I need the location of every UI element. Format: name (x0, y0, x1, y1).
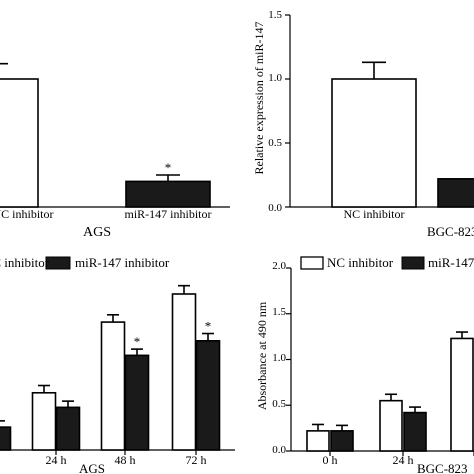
panel-d-y-label: Absorbance at 490 nm (255, 301, 269, 410)
panel-a-bar-label-mir: miR-147 inhibitor (125, 207, 212, 221)
panel-d-legend-label-nc: NC inhibitor (327, 255, 394, 270)
panel-d-x-tick-0: 0 h (323, 453, 338, 467)
panel-c-legend-swatch-miR (45, 256, 71, 270)
panel-d-bar-s0-1 (379, 399, 403, 452)
panel-d-y-tick-4: 2.0 (272, 260, 286, 272)
panel-a-bar-1 (125, 180, 211, 208)
panel-a-bar-0 (0, 78, 39, 208)
panel-a: NC inhibitor miR-147 inhibitor AGS * (0, 62, 230, 240)
panel-b-bar-0 (331, 78, 417, 208)
panel-b: Relative expression of miR-147 0.0 0.5 1… (252, 9, 474, 239)
panel-c-bar-s0-3 (171, 293, 197, 451)
panel-d-y-tick-3: 1.5 (272, 306, 286, 318)
panel-c-bar-s1-1 (55, 406, 81, 451)
panel-c-bar-s0-2 (100, 321, 126, 451)
panel-d-group-label: BGC-823 (417, 461, 468, 474)
panel-d-y-tick-2: 1.0 (272, 352, 286, 364)
panel-d-x-tick-1: 24 h (393, 453, 414, 467)
panel-b-y-tick-1: 0.5 (268, 137, 282, 149)
panel-b-y-label: Relative expression of miR-147 (252, 22, 266, 175)
panel-d-bar-s1-0 (330, 430, 354, 452)
panel-a-bar-label-nc: NC inhibitor (0, 207, 54, 221)
panel-c-significance-3: * (205, 319, 212, 334)
panel-d-legend-label-mir: miR-147 inhibitor (428, 255, 474, 270)
panel-d-y-tick-1: 0.5 (272, 398, 286, 410)
panel-b-bar-1 (437, 178, 474, 208)
panel-d-y-tick-0: 0.0 (272, 444, 286, 456)
panel-d: NC inhibitor miR-147 inhibitor Absorbanc… (255, 255, 474, 474)
panel-c-significance-2: * (134, 334, 141, 349)
panel-d-legend-swatch-nc (300, 256, 324, 270)
panel-b-group-label: BGC-823 (427, 224, 474, 239)
panel-c-bar-s1-0 (0, 426, 12, 451)
panel-c-bar-s0-1 (31, 391, 57, 451)
panel-b-y-tick-0: 0.0 (268, 202, 282, 214)
panel-d-legend-swatch-miR (401, 256, 425, 270)
panel-c-bar-s1-2 (124, 354, 150, 451)
panel-d-bar-s0-0 (306, 430, 330, 452)
panel-d-bar-s1-1 (403, 411, 427, 452)
panel-a-significance-1: * (165, 160, 172, 175)
panel-b-y-tick-3: 1.5 (268, 9, 282, 21)
panel-c-legend-label-nc: NC inhibitor (0, 255, 50, 270)
panel-c-legend-label-mir: miR-147 inhibitor (75, 255, 170, 270)
panel-c-group-label: AGS (79, 461, 105, 474)
panel-b-bar-label-nc: NC inhibitor (343, 207, 404, 221)
panel-c-x-tick-3: 72 h (186, 453, 207, 467)
panel-c-x-tick-1: 24 h (46, 453, 67, 467)
panel-c-bar-s1-3 (195, 339, 221, 451)
panel-c-x-tick-2: 48 h (115, 453, 136, 467)
panel-b-y-tick-2: 1.0 (268, 72, 282, 84)
panel-a-group-label: AGS (83, 225, 111, 240)
panel-c: NC inhibitor miR-147 inhibitor 24 h 48 h… (0, 255, 235, 474)
panel-d-bar-s0-2 (450, 337, 474, 452)
